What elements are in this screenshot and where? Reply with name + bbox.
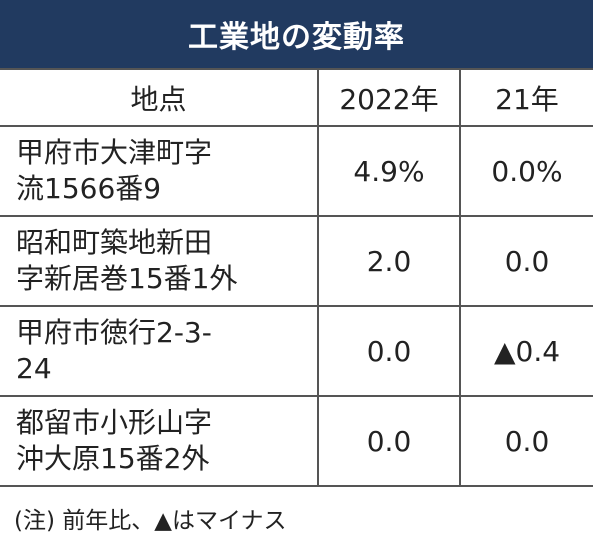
- note: (注) 前年比、▲はマイナス: [14, 508, 287, 534]
- value-cell: 4.9%: [317, 125, 461, 217]
- value-cell: ▲0.4: [459, 305, 593, 397]
- table-row: 甲府市徳行2-3- 24 0.0 ▲0.4: [0, 305, 593, 397]
- place-cell: 甲府市大津町字 流1566番9: [0, 125, 319, 217]
- place-line: 昭和町築地新田: [16, 226, 213, 259]
- place-cell: 都留市小形山字 沖大原15番2外: [0, 395, 319, 487]
- place-line: 甲府市大津町字: [16, 136, 213, 169]
- table-row: 甲府市大津町字 流1566番9 4.9% 0.0%: [0, 125, 593, 217]
- table-row: 都留市小形山字 沖大原15番2外 0.0 0.0: [0, 395, 593, 487]
- place-line: 甲府市徳行2-3-: [16, 316, 212, 349]
- header-row: 地点 2022年 21年: [0, 68, 593, 127]
- place-cell: 昭和町築地新田 字新居巻15番1外: [0, 215, 319, 307]
- column-header: 21年: [459, 68, 593, 127]
- place-line: 沖大原15番2外: [16, 442, 210, 475]
- place-line: 都留市小形山字: [16, 406, 213, 439]
- column-header: 地点: [0, 68, 319, 127]
- value-cell: 0.0: [459, 395, 593, 487]
- value-cell: 2.0: [317, 215, 461, 307]
- table-body: 甲府市大津町字 流1566番9 4.9% 0.0% 昭和町築地新田 字新居巻15番1外 2.…: [0, 125, 593, 487]
- value-cell: 0.0%: [459, 125, 593, 217]
- place-line: 字新居巻15番1外: [16, 262, 238, 295]
- place-line: 流1566番9: [16, 172, 162, 205]
- place-cell: 甲府市徳行2-3- 24: [0, 305, 319, 397]
- table: 地点 2022年 21年 甲府市大津町字 流1566番9 4.9% 0.0% 昭和町築地新田…: [0, 68, 593, 487]
- title: 工業地の変動率: [0, 0, 593, 68]
- value-cell: 0.0: [459, 215, 593, 307]
- value-cell: 0.0: [317, 395, 461, 487]
- column-header: 2022年: [317, 68, 461, 127]
- value-cell: 0.0: [317, 305, 461, 397]
- table-row: 昭和町築地新田 字新居巻15番1外 2.0 0.0: [0, 215, 593, 307]
- place-line: 24: [16, 352, 52, 385]
